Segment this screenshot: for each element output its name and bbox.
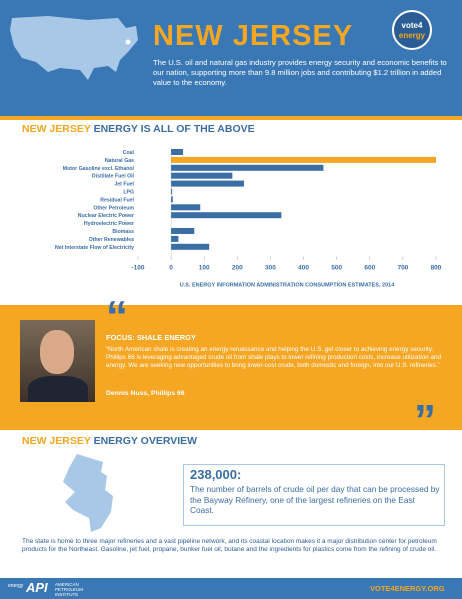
bar	[171, 196, 173, 203]
x-tick-label: 400	[298, 265, 309, 272]
x-tick-label: -100	[131, 265, 144, 272]
institute: AMERICAN PETROLEUM INSTITUTE	[55, 582, 84, 597]
url: VOTE4ENERGY.ORG	[370, 584, 445, 593]
y-tick-label: Hydroelectric Power	[84, 221, 134, 227]
x-tick-label: 600	[364, 265, 375, 272]
header-strip	[0, 116, 462, 120]
x-tick-label: 100	[199, 265, 210, 272]
author: Dennis Nuss, Phillips 66	[106, 390, 185, 397]
y-tick-label: LPG	[123, 190, 134, 196]
y-tick-label: Other Renewables	[89, 237, 134, 243]
section-title: NEW JERSEY ENERGY OVERVIEW	[22, 435, 197, 447]
footer	[0, 578, 462, 599]
y-tick-label: Nuclear Electric Power	[78, 213, 134, 219]
state-title: NEW JERSEY	[153, 20, 354, 52]
stat-box	[183, 464, 445, 526]
logo: API	[26, 580, 48, 595]
title-highlight: NEW JERSEY	[22, 123, 91, 135]
x-tick-label: 0	[169, 265, 173, 272]
x-tick-label: 700	[397, 265, 408, 272]
bar	[171, 188, 173, 195]
x-tick-label: 500	[331, 265, 342, 272]
y-tick-label: Distillate Fuel Oil	[92, 174, 135, 180]
bar	[171, 228, 195, 234]
badge-text: vote4	[401, 21, 423, 30]
quote-mark: “	[106, 292, 128, 341]
bar	[171, 149, 184, 155]
photo	[20, 320, 95, 402]
focus-title: FOCUS: SHALE ENERGY	[106, 333, 197, 342]
bar	[171, 235, 179, 242]
badge-text: energy	[398, 31, 426, 40]
section-title: NEW JERSEY ENERGY IS ALL OF THE ABOVE	[22, 123, 255, 135]
nj-map	[63, 454, 113, 532]
intro: The U.S. oil and natural gas industry pr…	[153, 58, 447, 87]
x-axis-label: U.S. ENERGY INFORMATION ADMINISTRATION C…	[180, 283, 395, 289]
bar	[171, 243, 210, 250]
x-tick-label: 200	[232, 265, 243, 272]
y-tick-label: Residual Fuel	[100, 197, 134, 203]
bar	[171, 156, 436, 163]
chart: -100 0 100 200 300 400 500 600 700 800 Coal Natural…	[55, 146, 442, 289]
bar	[171, 164, 324, 171]
badge: vote4 energy	[392, 10, 432, 50]
y-tick-label: Motor Gasoline excl. Ethanol	[63, 166, 135, 172]
title-highlight: NEW JERSEY	[22, 435, 91, 447]
quote: “North American shale is creating an ene…	[106, 346, 441, 369]
x-tick-label: 800	[431, 265, 442, 272]
bar	[171, 180, 244, 187]
stat-text: The number of barrels of crude oil per d…	[190, 484, 440, 515]
us-map	[10, 16, 138, 80]
bar	[171, 212, 282, 219]
y-tick-label: Coal	[123, 150, 135, 156]
title-rest: ENERGY IS ALL OF THE ABOVE	[93, 123, 255, 135]
logo-small: energy	[8, 583, 24, 589]
bar	[171, 172, 233, 179]
bar	[171, 204, 201, 211]
y-tick-label: Net Interstate Flow of Electricity	[55, 245, 134, 251]
title-rest: ENERGY OVERVIEW	[93, 435, 198, 447]
x-tick-label: 300	[265, 265, 276, 272]
stat: 238,000:	[190, 467, 242, 482]
y-tick-label: Jet Fuel	[114, 182, 134, 188]
y-tick-label: Biomass	[112, 229, 134, 235]
y-tick-label: Other Petroleum	[93, 205, 134, 211]
y-tick-label: Natural Gas	[105, 158, 134, 164]
quote-mark: ”	[414, 396, 436, 445]
body-text: The state is home to three major refiner…	[22, 538, 437, 554]
